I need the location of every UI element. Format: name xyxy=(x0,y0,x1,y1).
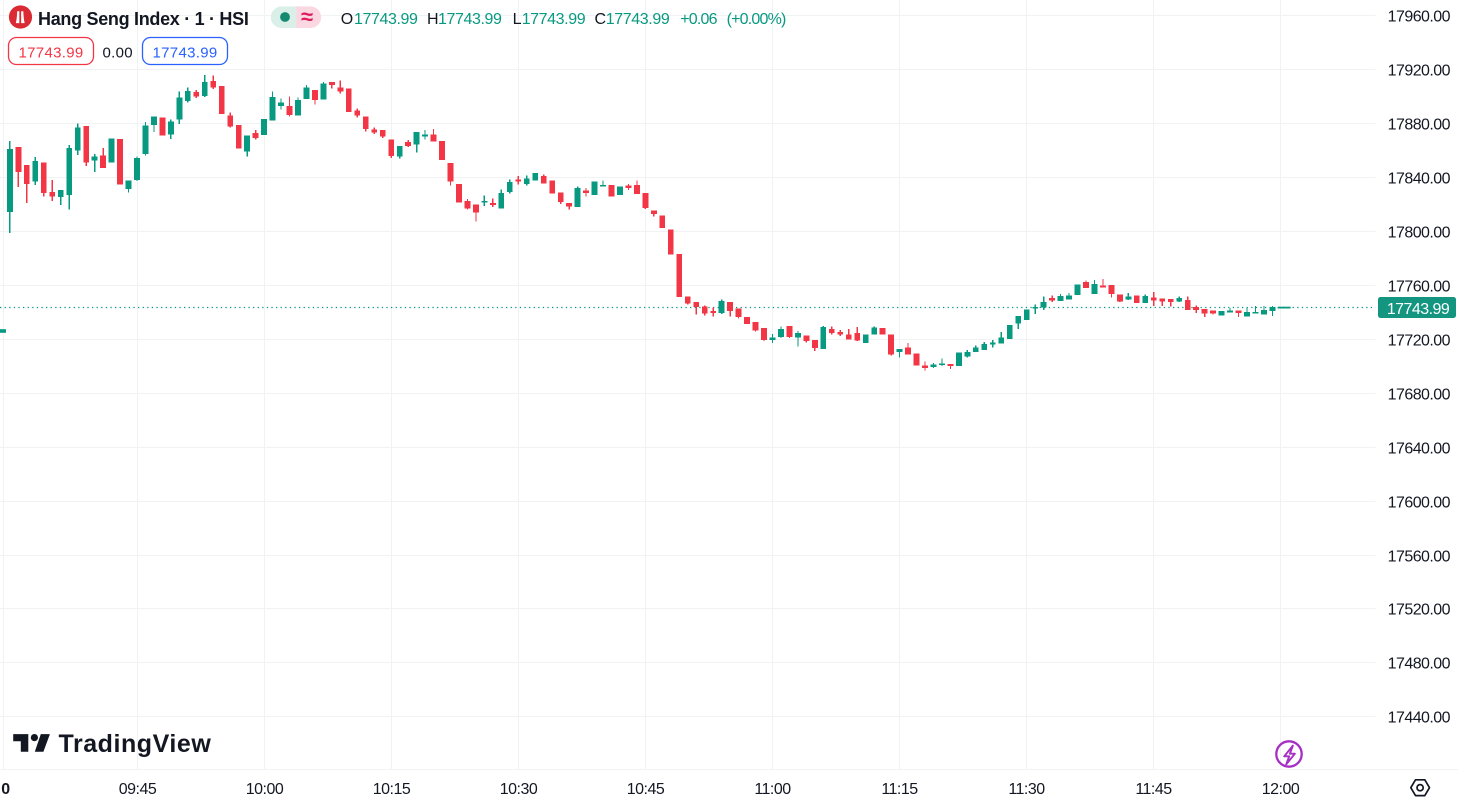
svg-text:≈: ≈ xyxy=(301,4,313,29)
svg-text:L: L xyxy=(513,11,522,28)
svg-text:17440.00: 17440.00 xyxy=(1388,710,1451,727)
svg-text:17640.00: 17640.00 xyxy=(1388,441,1451,458)
svg-text:12:00: 12:00 xyxy=(1262,781,1300,798)
svg-text:H: H xyxy=(427,11,438,28)
svg-text:10:45: 10:45 xyxy=(627,781,665,798)
svg-text:(+0.00%): (+0.00%) xyxy=(727,11,786,28)
svg-text:17720.00: 17720.00 xyxy=(1388,333,1451,350)
svg-text:10:30: 10:30 xyxy=(500,781,538,798)
svg-text:17743.99: 17743.99 xyxy=(19,44,84,61)
svg-text:17960.00: 17960.00 xyxy=(1388,9,1451,26)
svg-text:17743.99: 17743.99 xyxy=(522,11,586,28)
svg-text:09:45: 09:45 xyxy=(119,781,157,798)
svg-text:17880.00: 17880.00 xyxy=(1388,117,1451,134)
svg-text:17743.99: 17743.99 xyxy=(153,44,218,61)
svg-text:17480.00: 17480.00 xyxy=(1388,656,1451,673)
svg-text:17560.00: 17560.00 xyxy=(1388,549,1451,566)
svg-text:17680.00: 17680.00 xyxy=(1388,387,1451,404)
svg-text:17800.00: 17800.00 xyxy=(1388,225,1451,242)
svg-text:Hang Seng Index · 1 · HSI: Hang Seng Index · 1 · HSI xyxy=(38,9,249,29)
svg-text:10:00: 10:00 xyxy=(246,781,284,798)
svg-text:17840.00: 17840.00 xyxy=(1388,171,1451,188)
svg-text:17920.00: 17920.00 xyxy=(1388,63,1451,80)
svg-text:TradingView: TradingView xyxy=(59,730,212,758)
svg-text:O: O xyxy=(341,11,353,28)
svg-text:10:15: 10:15 xyxy=(373,781,411,798)
svg-text:11:00: 11:00 xyxy=(754,781,791,798)
svg-text:17743.99: 17743.99 xyxy=(1387,301,1450,318)
svg-text:C: C xyxy=(595,11,606,28)
svg-text:+0.06: +0.06 xyxy=(680,11,717,28)
svg-text:17760.00: 17760.00 xyxy=(1388,279,1451,296)
svg-text:11:15: 11:15 xyxy=(881,781,918,798)
svg-text:0: 0 xyxy=(1,781,10,798)
svg-text:11:30: 11:30 xyxy=(1008,781,1045,798)
svg-text:17743.99: 17743.99 xyxy=(438,11,502,28)
svg-text:0.00: 0.00 xyxy=(103,44,133,61)
svg-text:17600.00: 17600.00 xyxy=(1388,495,1451,512)
svg-text:11:45: 11:45 xyxy=(1135,781,1172,798)
svg-text:17743.99: 17743.99 xyxy=(354,11,418,28)
svg-text:17520.00: 17520.00 xyxy=(1388,602,1451,619)
svg-text:17743.99: 17743.99 xyxy=(606,11,670,28)
